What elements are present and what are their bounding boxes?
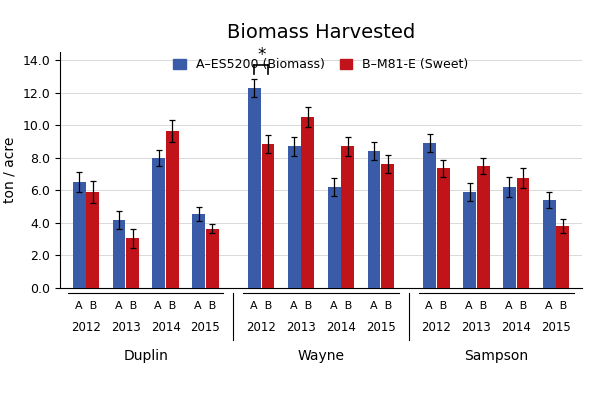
Text: A  B: A B [250,301,272,311]
Bar [424,143,436,288]
Bar [368,151,380,288]
Text: A  B: A B [154,301,177,311]
Bar [152,158,165,288]
Text: A  B: A B [425,301,448,311]
Y-axis label: ton / acre: ton / acre [3,137,17,203]
Bar [86,192,99,288]
Text: Duplin: Duplin [123,349,168,363]
Text: 2014: 2014 [326,321,356,334]
Bar [248,88,261,288]
Text: A  B: A B [75,301,97,311]
Bar [341,146,354,288]
Text: A  B: A B [290,301,312,311]
Text: A  B: A B [505,301,527,311]
Legend: A–ES5200 (Biomass), B–M81-E (Sweet): A–ES5200 (Biomass), B–M81-E (Sweet) [173,58,469,71]
Text: A  B: A B [370,301,392,311]
Bar [556,226,569,288]
Text: 2012: 2012 [422,321,451,334]
Text: 2014: 2014 [502,321,531,334]
Bar [543,200,556,288]
Text: 2013: 2013 [461,321,491,334]
Bar [166,131,179,288]
Bar [288,146,301,288]
Text: A  B: A B [330,301,352,311]
Bar [262,144,274,288]
Text: Wayne: Wayne [298,349,344,363]
Title: Biomass Harvested: Biomass Harvested [227,23,415,42]
Text: 2012: 2012 [71,321,101,334]
Text: A  B: A B [545,301,567,311]
Bar [328,187,341,288]
Bar [381,164,394,288]
Text: *: * [257,46,265,64]
Bar [113,220,125,288]
Bar [126,238,139,288]
Text: 2014: 2014 [151,321,181,334]
Bar [477,166,490,288]
Bar [517,178,529,288]
Text: Sampson: Sampson [464,349,529,363]
Bar [463,192,476,288]
Bar [206,228,218,288]
Text: 2015: 2015 [541,321,571,334]
Bar [192,214,205,288]
Text: 2012: 2012 [246,321,276,334]
Bar [437,168,450,288]
Text: A  B: A B [465,301,488,311]
Text: 2015: 2015 [366,321,395,334]
Bar [503,187,516,288]
Text: 2013: 2013 [111,321,140,334]
Text: 2015: 2015 [191,321,220,334]
Text: A  B: A B [194,301,217,311]
Bar [73,182,86,288]
Text: 2013: 2013 [286,321,316,334]
Text: A  B: A B [115,301,137,311]
Bar [301,117,314,288]
